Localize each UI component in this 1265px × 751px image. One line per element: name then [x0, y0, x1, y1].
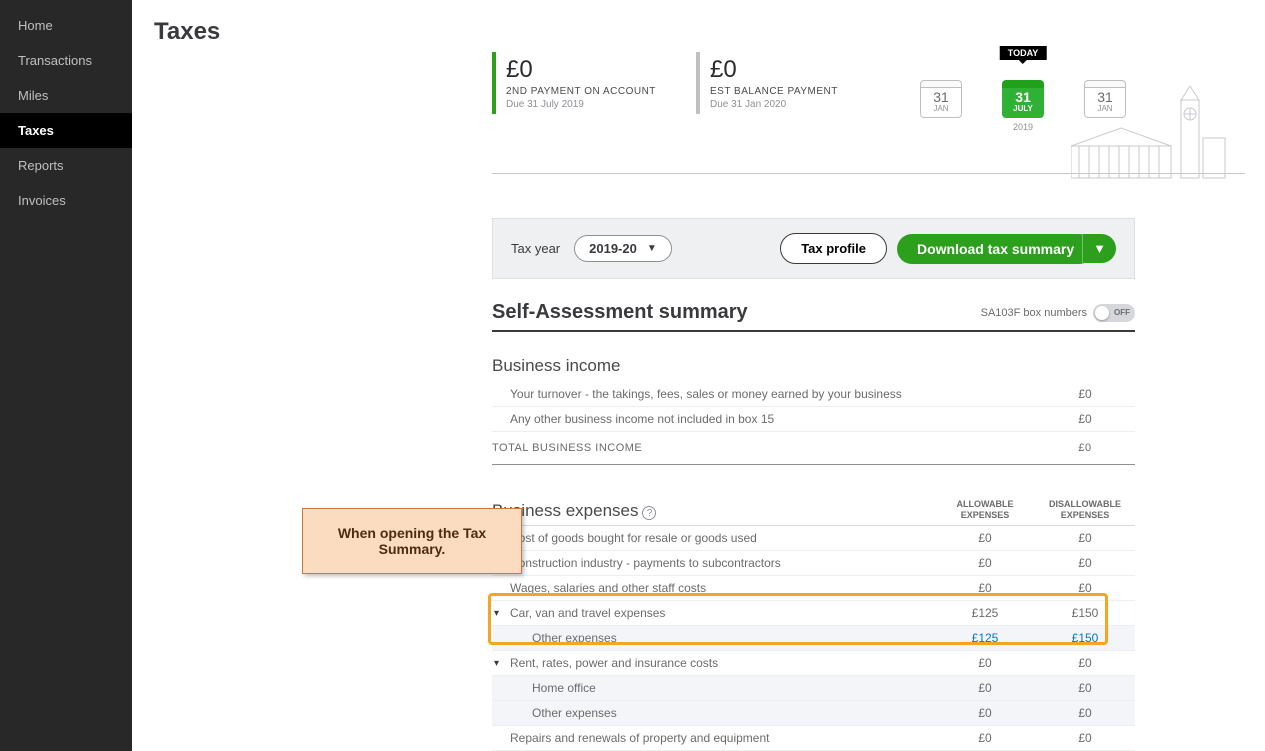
- expense-label: Other expenses: [532, 631, 935, 645]
- tax-year-select[interactable]: 2019-20 ▼: [574, 235, 672, 262]
- main-content: Taxes £0 2ND PAYMENT ON ACCOUNT Due 31 J…: [132, 0, 1265, 751]
- disallowable-value: £0: [1035, 706, 1135, 720]
- expense-row-expandable: Other expenses£0£0: [492, 701, 1135, 726]
- balance-payment: £0 EST BALANCE PAYMENT Due 31 Jan 2020: [696, 52, 876, 114]
- payment-amount: £0: [506, 56, 660, 84]
- col-allowable: ALLOWABLE EXPENSES: [935, 499, 1035, 521]
- expense-row-expandable[interactable]: Car, van and travel expenses£125£150: [492, 601, 1135, 626]
- expense-label: Construction industry - payments to subc…: [510, 556, 935, 570]
- download-dropdown-caret[interactable]: ▼: [1082, 234, 1116, 263]
- sidebar-item-invoices[interactable]: Invoices: [0, 183, 132, 218]
- allowable-value: £125: [935, 606, 1035, 620]
- annotation-callout: When opening the Tax Summary.: [302, 508, 522, 574]
- chevron-down-icon: ▼: [647, 243, 657, 254]
- sidebar: Home Transactions Miles Taxes Reports In…: [0, 0, 132, 751]
- disallowable-value: £0: [1035, 731, 1135, 745]
- expense-label: Wages, salaries and other staff costs: [510, 581, 935, 595]
- expense-row-expandable[interactable]: Rent, rates, power and insurance costs£0…: [492, 651, 1135, 676]
- allowable-value: £0: [935, 681, 1035, 695]
- income-row-turnover: Your turnover - the takings, fees, sales…: [492, 382, 1135, 407]
- payment-amount: £0: [710, 56, 864, 84]
- expense-label: Repairs and renewals of property and equ…: [510, 731, 935, 745]
- disallowable-value: £0: [1035, 531, 1135, 545]
- sidebar-item-reports[interactable]: Reports: [0, 148, 132, 183]
- year-label: 2019: [1002, 122, 1044, 132]
- expense-row: Construction industry - payments to subc…: [492, 551, 1135, 576]
- payment-on-account: £0 2ND PAYMENT ON ACCOUNT Due 31 July 20…: [492, 52, 672, 114]
- expense-label: Rent, rates, power and insurance costs: [510, 656, 935, 670]
- skyline-illustration: [1071, 82, 1231, 192]
- date-card-jan: 31 JAN: [920, 80, 962, 132]
- expense-label: Home office: [532, 681, 935, 695]
- col-disallowable: DISALLOWABLE EXPENSES: [1035, 499, 1135, 521]
- tax-profile-button[interactable]: Tax profile: [780, 233, 887, 264]
- expense-rows: Cost of goods bought for resale or goods…: [492, 526, 1135, 751]
- summary-title: Self-Assessment summary: [492, 301, 748, 324]
- today-flag: TODAY: [1000, 46, 1047, 60]
- allowable-value: £0: [935, 556, 1035, 570]
- allowable-value: £0: [935, 706, 1035, 720]
- allowable-value[interactable]: £125: [935, 631, 1035, 645]
- help-icon[interactable]: ?: [642, 506, 656, 520]
- expense-row-expandable: Home office£0£0: [492, 676, 1135, 701]
- allowable-value: £0: [935, 581, 1035, 595]
- expense-row: Wages, salaries and other staff costs£0£…: [492, 576, 1135, 601]
- expense-row-expandable: Other expenses£125£150: [492, 626, 1135, 651]
- business-income-heading: Business income: [492, 356, 1135, 376]
- disallowable-value: £0: [1035, 556, 1135, 570]
- allowable-value: £0: [935, 731, 1035, 745]
- expense-row: Repairs and renewals of property and equ…: [492, 726, 1135, 751]
- allowable-value: £0: [935, 531, 1035, 545]
- sidebar-item-miles[interactable]: Miles: [0, 78, 132, 113]
- tax-year-label: Tax year: [511, 241, 560, 256]
- timeline: £0 2ND PAYMENT ON ACCOUNT Due 31 July 20…: [492, 52, 1245, 188]
- payment-due: Due 31 July 2019: [506, 99, 660, 110]
- income-row-other: Any other business income not included i…: [492, 407, 1135, 432]
- disallowable-value[interactable]: £150: [1035, 631, 1135, 645]
- disallowable-value: £0: [1035, 656, 1135, 670]
- expense-row: Cost of goods bought for resale or goods…: [492, 526, 1135, 551]
- disallowable-value: £0: [1035, 581, 1135, 595]
- sidebar-item-home[interactable]: Home: [0, 8, 132, 43]
- sidebar-item-transactions[interactable]: Transactions: [0, 43, 132, 78]
- disallowable-value: £0: [1035, 681, 1135, 695]
- allowable-value: £0: [935, 656, 1035, 670]
- summary-panel: Self-Assessment summary SA103F box numbe…: [492, 279, 1135, 751]
- download-tax-summary-button[interactable]: Download tax summary: [897, 234, 1094, 264]
- controls-bar: Tax year 2019-20 ▼ Tax profile Download …: [492, 218, 1135, 279]
- payment-label: 2ND PAYMENT ON ACCOUNT: [506, 86, 660, 97]
- payment-label: EST BALANCE PAYMENT: [710, 86, 864, 97]
- payment-due: Due 31 Jan 2020: [710, 99, 864, 110]
- income-total-row: TOTAL BUSINESS INCOME £0: [492, 432, 1135, 465]
- box-numbers-label: SA103F box numbers: [981, 307, 1087, 319]
- box-numbers-toggle[interactable]: OFF: [1093, 304, 1135, 322]
- date-card-current: TODAY 31 JULY 2019: [1002, 80, 1044, 132]
- expense-label: Other expenses: [532, 706, 935, 720]
- sidebar-item-taxes[interactable]: Taxes: [0, 113, 132, 148]
- expense-label: Car, van and travel expenses: [510, 606, 935, 620]
- page-title: Taxes: [132, 0, 1265, 52]
- disallowable-value: £150: [1035, 606, 1135, 620]
- expense-label: Cost of goods bought for resale or goods…: [510, 531, 935, 545]
